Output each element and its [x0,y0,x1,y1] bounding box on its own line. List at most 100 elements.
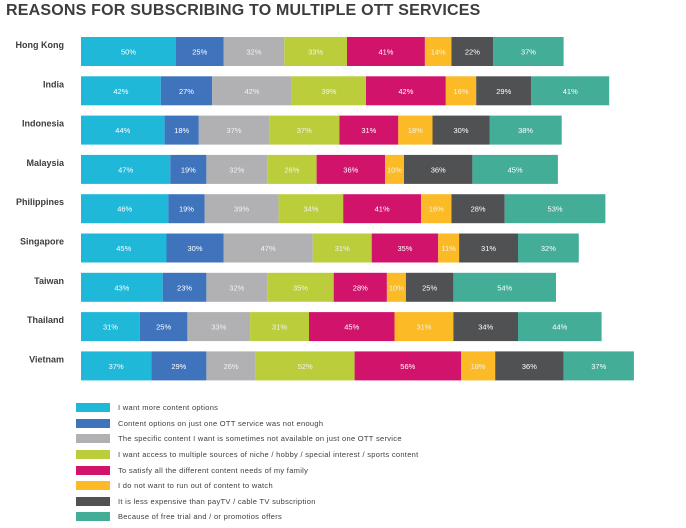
legend-swatch [76,434,110,444]
legend-label: It is less expensive than payTV / cable … [118,496,316,506]
legend-item: Because of free trial and / or promotios… [76,509,419,525]
bar-segment [168,194,205,224]
bar-segment [421,194,452,224]
data-label: 37% [591,362,606,371]
data-label: 28% [471,205,486,214]
bar-segment [385,154,404,184]
bar-segment [284,37,347,66]
bar-segment [198,115,270,145]
data-label: 27% [179,87,194,96]
legend-swatch [76,465,110,475]
data-label: 16% [429,205,444,214]
legend-item: I want more content options [76,400,419,416]
data-label: 37% [297,126,312,135]
bar-segment [343,194,422,224]
legend-swatch [76,481,110,491]
bar-segment [206,351,256,381]
legend-item: It is less expensive than payTV / cable … [76,494,419,510]
category-label: Vietnam [29,354,64,364]
category-label: India [43,79,65,89]
data-label: 29% [496,87,511,96]
category-label: Malaysia [26,158,65,168]
bar-segment [81,37,176,66]
bar-segment [476,76,532,106]
legend-label: Content options on just one OTT service … [118,418,324,428]
data-label: 32% [246,48,261,57]
category-label: Thailand [27,315,64,325]
category-label: Singapore [20,237,64,247]
bar-segment [250,312,309,342]
bar-segment [453,272,556,302]
bar-segment [291,76,366,106]
bar-segment [160,76,213,106]
bar-segment [451,37,494,66]
bar-segment [166,233,224,263]
data-label: 10% [387,165,402,174]
data-label: 42% [244,87,259,96]
data-label: 42% [398,87,413,96]
bar-segment [518,233,579,263]
bar-segment [518,312,602,342]
data-label: 37% [226,126,241,135]
data-label: 41% [375,205,390,214]
data-label: 41% [563,87,578,96]
bar-segment [432,115,490,145]
data-label: 19% [181,165,196,174]
legend-label: I want access to multiple sources of nic… [118,450,419,460]
data-label: 16% [453,87,468,96]
bar-segment [438,233,460,263]
data-label: 54% [497,283,512,292]
bar-segment [164,115,199,145]
bar-segment [187,312,251,342]
category-label: Indonesia [22,119,65,129]
data-label: 18% [471,362,486,371]
data-label: 44% [115,126,130,135]
legend-item: I do not want to run out of content to w… [76,478,419,494]
legend-item: To satisfy all the different content nee… [76,462,419,478]
bar-segment [176,37,224,66]
data-label: 47% [118,165,133,174]
bar-segment [333,272,387,302]
data-label: 28% [353,283,368,292]
bar-segment [386,272,406,302]
chart-legend: I want more content options Content optio… [76,400,419,525]
data-label: 25% [192,48,207,57]
data-label: 53% [548,205,563,214]
legend-item: Content options on just one OTT service … [76,416,419,432]
bar-segment [223,233,313,263]
data-label: 36% [431,165,446,174]
data-label: 30% [453,126,468,135]
legend-swatch [76,418,110,428]
data-label: 44% [552,323,567,332]
bar-segment [223,37,285,66]
bar-segment [347,37,425,66]
legend-item: The specific content I want is sometimes… [76,431,419,447]
bar-segment [206,154,268,184]
bar-segment [354,351,461,381]
bar-segment [394,312,454,342]
bar-segment [445,76,477,106]
data-label: 31% [416,323,431,332]
data-label: 37% [109,362,124,371]
data-label: 45% [508,165,523,174]
bar-segment [339,115,399,145]
bar-segment [212,76,292,106]
bar-segment [493,37,564,66]
category-label: Hong Kong [16,40,65,50]
bar-segment [170,154,207,184]
data-label: 26% [284,165,299,174]
bar-segment [81,154,171,184]
data-label: 33% [308,48,323,57]
data-label: 18% [408,126,423,135]
data-label: 36% [343,165,358,174]
data-label: 30% [187,244,202,253]
data-label: 38% [518,126,533,135]
data-label: 39% [234,205,249,214]
bar-segment [139,312,188,342]
bar-segment [269,115,340,145]
data-label: 36% [522,362,537,371]
data-label: 23% [177,283,192,292]
category-label: Taiwan [34,276,64,286]
data-label: 42% [113,87,128,96]
bar-segment [81,194,169,224]
